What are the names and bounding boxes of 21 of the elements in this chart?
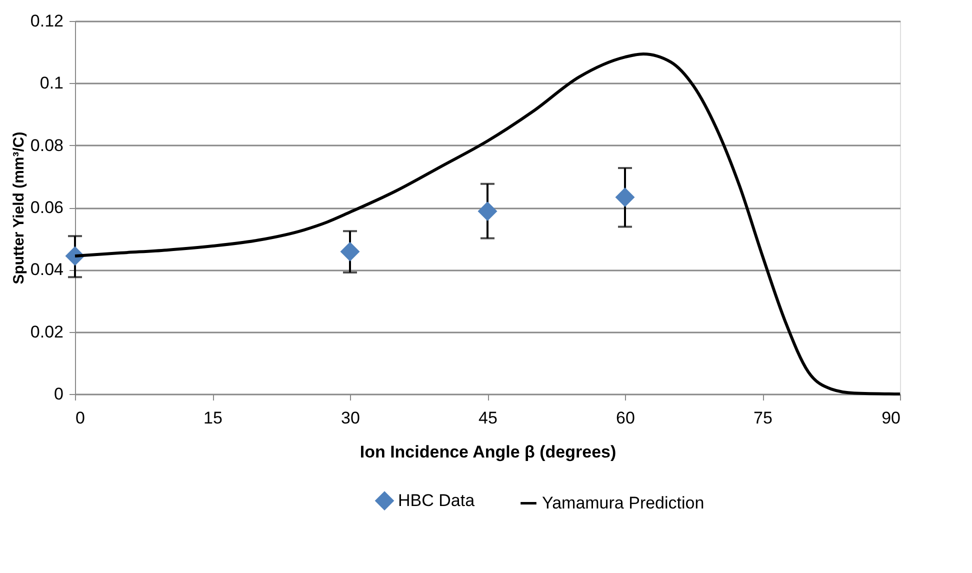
- y-tick-label: 0.12: [30, 12, 64, 30]
- x-tick-label: 30: [341, 408, 360, 428]
- point: [615, 187, 635, 207]
- x-tick-label: 75: [754, 408, 772, 428]
- y-tick-label: 0.08: [30, 136, 64, 155]
- point: [478, 201, 498, 221]
- x-axis-title: Ion Incidence Angle β (degrees): [360, 442, 616, 462]
- x-tick-label: 90: [882, 408, 900, 428]
- legend-label: Yamamura Prediction: [542, 493, 704, 512]
- x-tick-label: 15: [204, 408, 222, 428]
- point: [340, 242, 360, 262]
- x-tick-label: 60: [616, 408, 635, 428]
- x-tick-label: 0: [76, 408, 85, 428]
- x-tick-label: 45: [478, 408, 498, 428]
- y-tick-label: 0.04: [30, 260, 64, 280]
- y-axis-title: Sputter Yield (mm³/C): [10, 132, 28, 284]
- legend-label: HBC Data: [398, 490, 476, 510]
- y-tick-label: 0.1: [40, 74, 64, 93]
- y-tick-label: 0.02: [30, 322, 64, 342]
- y-tick-label: 0.06: [30, 198, 64, 217]
- y-tick-label: 0: [54, 384, 64, 404]
